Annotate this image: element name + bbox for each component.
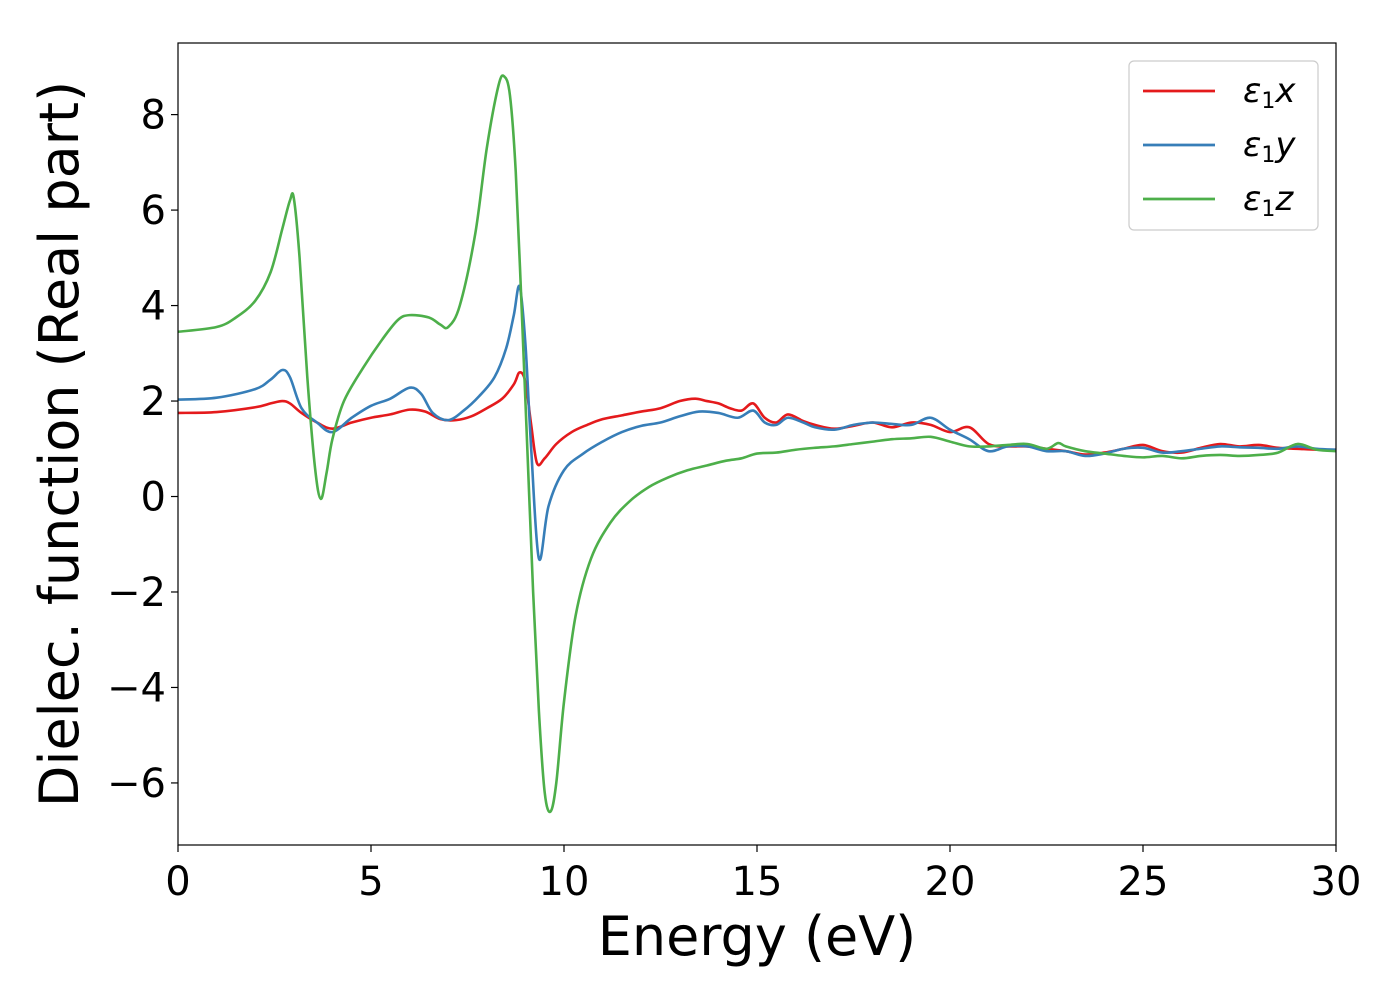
x-tick-label: 30 (1311, 859, 1362, 905)
y-tick-label: 4 (141, 284, 166, 330)
y-axis-title: Dielec. function (Real part) (28, 81, 91, 807)
y-tick-label: 8 (141, 93, 166, 139)
legend-label-y: ε1y (1243, 125, 1296, 168)
series-line-y (178, 284, 1336, 562)
legend-box (1128, 60, 1319, 231)
y-tick-label: 0 (141, 475, 166, 521)
y-tick-label: −4 (107, 665, 166, 711)
series-layer (178, 74, 1336, 814)
y-axis-ticks: −6 −4 −2 0 2 4 6 8 (107, 93, 178, 807)
legend: ε1x ε1y ε1z (1128, 60, 1319, 231)
x-axis-title: Energy (eV) (598, 905, 917, 968)
legend-label-x: ε1x (1243, 71, 1296, 114)
x-tick-label: 10 (539, 859, 590, 905)
x-tick-label: 20 (925, 859, 976, 905)
x-axis-ticks: 0 5 10 15 20 25 30 (165, 845, 1361, 905)
y-tick-label: −2 (107, 570, 166, 616)
series-line-z (178, 74, 1336, 814)
x-tick-label: 15 (732, 859, 783, 905)
x-tick-label: 5 (358, 859, 383, 905)
y-tick-label: 2 (141, 379, 166, 425)
y-tick-label: −6 (107, 761, 166, 807)
y-tick-label: 6 (141, 188, 166, 234)
legend-label-z: ε1z (1243, 179, 1294, 222)
x-tick-label: 25 (1118, 859, 1169, 905)
x-tick-label: 0 (165, 859, 190, 905)
